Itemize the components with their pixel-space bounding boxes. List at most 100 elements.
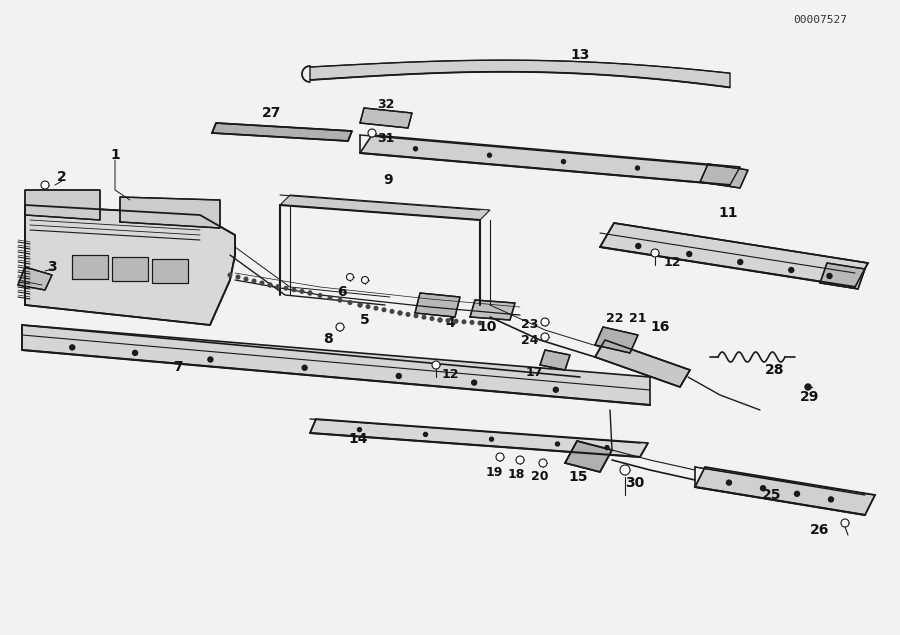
Polygon shape <box>695 467 875 515</box>
Polygon shape <box>25 205 235 325</box>
Text: 20: 20 <box>531 471 549 483</box>
Circle shape <box>422 316 426 319</box>
Circle shape <box>478 321 482 324</box>
Text: 32: 32 <box>377 98 395 112</box>
Text: 14: 14 <box>348 432 368 446</box>
Polygon shape <box>310 60 730 88</box>
Text: 21: 21 <box>629 312 647 326</box>
Polygon shape <box>470 300 515 320</box>
Circle shape <box>346 274 354 281</box>
Circle shape <box>338 298 342 302</box>
Circle shape <box>541 318 549 326</box>
Circle shape <box>432 361 440 369</box>
Text: 5: 5 <box>360 313 370 327</box>
Circle shape <box>738 260 742 265</box>
Circle shape <box>795 491 799 497</box>
Circle shape <box>430 317 434 321</box>
Circle shape <box>424 432 428 436</box>
Circle shape <box>366 305 370 309</box>
Text: 27: 27 <box>262 106 282 120</box>
Circle shape <box>413 147 418 150</box>
Polygon shape <box>212 123 352 141</box>
Circle shape <box>398 311 401 315</box>
Text: 13: 13 <box>571 48 590 62</box>
Text: 17: 17 <box>526 366 543 380</box>
Circle shape <box>496 453 504 461</box>
Circle shape <box>41 181 49 189</box>
Polygon shape <box>120 197 220 228</box>
Text: 30: 30 <box>626 476 644 490</box>
Circle shape <box>398 311 401 315</box>
Polygon shape <box>820 263 865 289</box>
Polygon shape <box>112 257 148 281</box>
Polygon shape <box>595 340 690 387</box>
Polygon shape <box>152 259 188 283</box>
Text: 9: 9 <box>383 173 392 187</box>
Text: 00007527: 00007527 <box>793 15 847 25</box>
Polygon shape <box>18 267 52 290</box>
Circle shape <box>555 442 560 446</box>
Circle shape <box>651 249 659 257</box>
Circle shape <box>541 333 549 341</box>
Circle shape <box>348 301 352 304</box>
Circle shape <box>841 519 849 527</box>
Circle shape <box>463 320 466 324</box>
Text: 31: 31 <box>377 133 395 145</box>
Circle shape <box>620 465 630 475</box>
Text: 12: 12 <box>663 257 680 269</box>
Polygon shape <box>600 223 868 287</box>
Text: 6: 6 <box>338 285 346 299</box>
Text: 3: 3 <box>47 260 57 274</box>
Circle shape <box>406 312 410 316</box>
Circle shape <box>516 456 524 464</box>
Polygon shape <box>595 327 638 353</box>
Circle shape <box>391 310 394 313</box>
Circle shape <box>328 296 332 300</box>
Circle shape <box>268 283 272 287</box>
Polygon shape <box>25 190 100 220</box>
Circle shape <box>827 274 832 279</box>
Circle shape <box>244 277 248 281</box>
Polygon shape <box>565 441 612 472</box>
Circle shape <box>374 307 378 310</box>
Circle shape <box>539 459 547 467</box>
Text: 11: 11 <box>718 206 738 220</box>
Circle shape <box>362 276 368 283</box>
Circle shape <box>368 129 376 137</box>
Circle shape <box>488 153 491 157</box>
Circle shape <box>336 323 344 331</box>
Text: 28: 28 <box>765 363 785 377</box>
Polygon shape <box>540 350 570 370</box>
Circle shape <box>472 380 477 385</box>
Circle shape <box>687 251 692 257</box>
Circle shape <box>358 303 362 307</box>
Circle shape <box>260 281 264 285</box>
Text: 4: 4 <box>446 316 454 330</box>
Text: 8: 8 <box>323 332 333 346</box>
Text: 29: 29 <box>800 390 820 404</box>
Circle shape <box>357 427 362 432</box>
Circle shape <box>358 303 362 307</box>
Circle shape <box>284 286 288 290</box>
Text: 16: 16 <box>651 320 670 334</box>
Text: 22: 22 <box>607 312 624 326</box>
Circle shape <box>236 275 239 279</box>
Text: 24: 24 <box>521 335 539 347</box>
Polygon shape <box>415 293 460 317</box>
Circle shape <box>438 318 442 322</box>
Text: 12: 12 <box>441 368 459 382</box>
Circle shape <box>726 480 732 485</box>
Text: 26: 26 <box>810 523 830 537</box>
Circle shape <box>635 166 640 170</box>
Circle shape <box>308 291 311 295</box>
Text: 23: 23 <box>521 319 539 331</box>
Text: 7: 7 <box>173 360 183 374</box>
Circle shape <box>562 159 565 164</box>
Text: 19: 19 <box>485 465 503 479</box>
Circle shape <box>490 438 493 441</box>
Circle shape <box>382 308 386 312</box>
Circle shape <box>438 318 442 322</box>
Circle shape <box>446 319 450 323</box>
Polygon shape <box>72 255 108 279</box>
Circle shape <box>635 243 641 248</box>
